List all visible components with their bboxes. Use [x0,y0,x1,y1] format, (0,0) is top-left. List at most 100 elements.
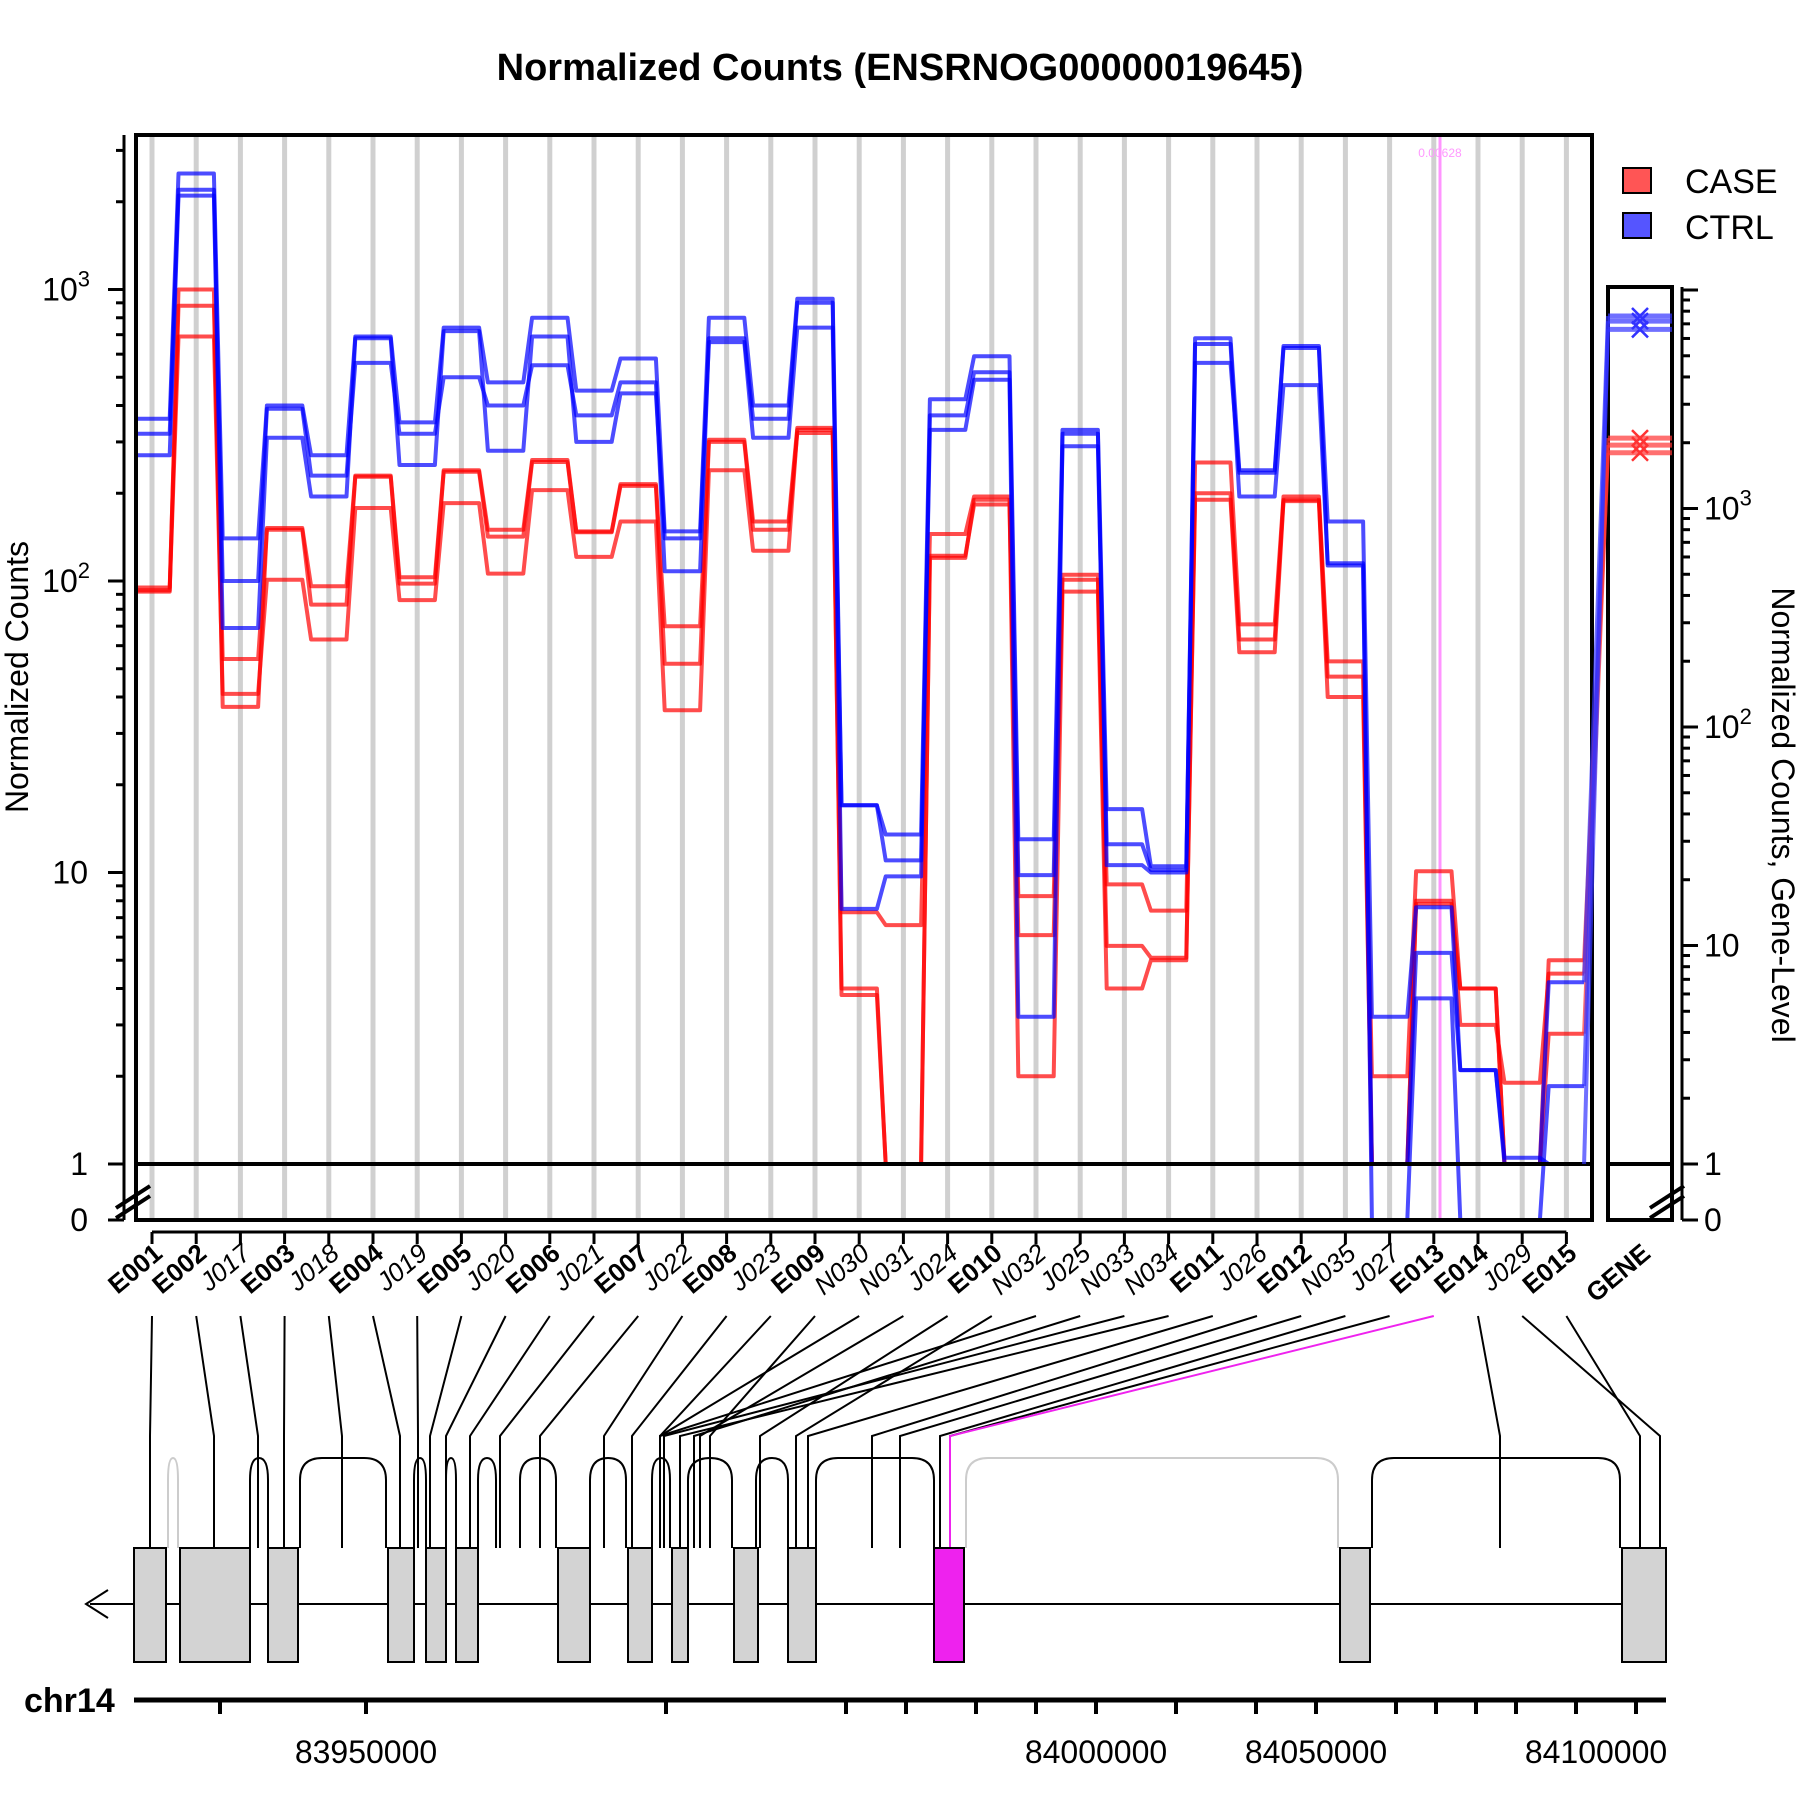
gene-connector-ctrl [1582,329,1610,1087]
connector-E006 [469,1315,551,1548]
highlight-label: 0.00628 [1418,146,1462,160]
legend: CASE CTRL [1622,163,1778,247]
gene-panel-frame [1606,285,1674,1222]
series-line-ctrl-5 [134,193,1585,1222]
y-tick-label: 103 [1704,486,1752,527]
connector-E002 [195,1315,215,1548]
genome-tick-label: 84050000 [1245,1734,1387,1770]
y-tick-label: 10 [52,855,88,891]
connector-N034 [679,1315,1169,1548]
splice-junction-arc [413,1456,427,1548]
splice-junction-arc [299,1457,387,1548]
y-tick-label: 102 [42,558,90,599]
exon-box [425,1547,447,1663]
y-tick-label: 103 [42,267,90,308]
connector-E013 [949,1315,1435,1548]
gene-model [84,1456,1667,1663]
series-line-ctrl-4 [134,187,1585,1166]
right-tick-label: 1 [1704,1146,1722,1182]
gene-level-panel [1582,307,1686,1220]
splice-junction-arc [589,1456,627,1548]
exon-box [627,1547,653,1663]
genome-tick-label: 83950000 [295,1734,437,1770]
axis-break-mark [114,1194,152,1220]
chart-title: Normalized Counts (ENSRNOG00000019645) [497,47,1304,89]
splice-junction-arc [1371,1457,1621,1548]
exon-box [557,1547,591,1663]
gene-level-marker-case [1631,443,1649,462]
axis-break-mark [114,1184,152,1210]
splice-junction-arc [477,1456,497,1548]
connector-E009 [709,1315,816,1548]
legend-swatch-ctrl [1622,212,1652,239]
connector-J022 [603,1315,684,1548]
splice-junction-arc [519,1456,557,1548]
right-y-axis: 0 1 10 102 103 [1680,287,1752,1238]
connector-J025 [693,1315,1081,1548]
connector-J026 [871,1315,1258,1548]
y-axis-label: Normalized Counts [0,541,35,813]
legend-label-ctrl: CTRL [1685,209,1774,247]
connector-J027 [949,1315,1390,1548]
right-tick-label: 10 [1704,928,1740,964]
connector-E003 [283,1315,286,1548]
connector-E004 [372,1315,401,1548]
series-lines [134,171,1585,1222]
x-label-gene: GENE [1580,1238,1656,1308]
splice-junction-arc [249,1456,269,1548]
exon-box [1621,1547,1667,1663]
exon-box [787,1547,817,1663]
connector-E015 [1565,1315,1641,1548]
connector-N033 [663,1315,1125,1548]
exon-box [733,1547,759,1663]
splice-junction-arc [167,1456,179,1548]
connector-J018 [327,1315,343,1548]
exon-box [133,1547,167,1663]
series-line-case-1 [134,303,1585,1166]
feature-connectors [149,1315,1661,1548]
main-plot-frame [134,133,1594,1222]
y-tick-label: 1 [70,1146,88,1182]
splice-junction-arc [755,1456,789,1548]
exon-box [267,1547,299,1663]
genome-axis: 83950000 84000000 84050000 84100000 [134,1697,1667,1770]
connector-E001 [149,1315,153,1548]
series-line-case-2 [134,334,1585,1166]
exon-box [455,1547,479,1663]
genome-tick-label: 84100000 [1525,1734,1667,1770]
genome-tick-label: 84000000 [1025,1734,1167,1770]
connector-J021 [499,1315,595,1548]
chromosome-label: chr14 [24,1682,115,1720]
feature-gridlines [149,137,1569,1218]
right-tick-label: 0 [1704,1202,1722,1238]
connector-J029 [1521,1315,1661,1548]
exon-box [179,1547,251,1663]
exon-box [1339,1547,1371,1663]
connector-E012 [899,1315,1302,1548]
connector-N035 [939,1315,1346,1548]
strand-arrow-icon [84,1589,109,1619]
connector-E005 [429,1315,463,1548]
connector-E014 [1477,1315,1501,1548]
splice-junction-arc [445,1456,457,1548]
y-axis: 0 1 10 102 103 [42,135,152,1238]
exon-box [387,1547,415,1663]
connector-N031 [699,1315,904,1548]
x-axis-labels: E001E002J017E003J018E004J019E005J020E006… [102,1230,1656,1308]
y-tick-label: 0 [70,1202,88,1238]
gene-axis-break [1648,1194,1686,1220]
exon-box-highlight [933,1547,965,1663]
splice-junction-arc [815,1457,935,1548]
connector-E011 [807,1315,1214,1548]
gene-level-marker-ctrl [1631,312,1649,331]
legend-swatch-case [1622,167,1652,194]
legend-label-case: CASE [1685,163,1778,201]
connector-J019 [416,1315,419,1548]
connector-E010 [795,1315,993,1548]
splice-junction-arc [965,1457,1339,1548]
connector-N032 [659,1315,1037,1548]
splice-junction-arc [651,1456,671,1548]
exon-box [671,1547,689,1663]
connector-E007 [539,1315,639,1548]
